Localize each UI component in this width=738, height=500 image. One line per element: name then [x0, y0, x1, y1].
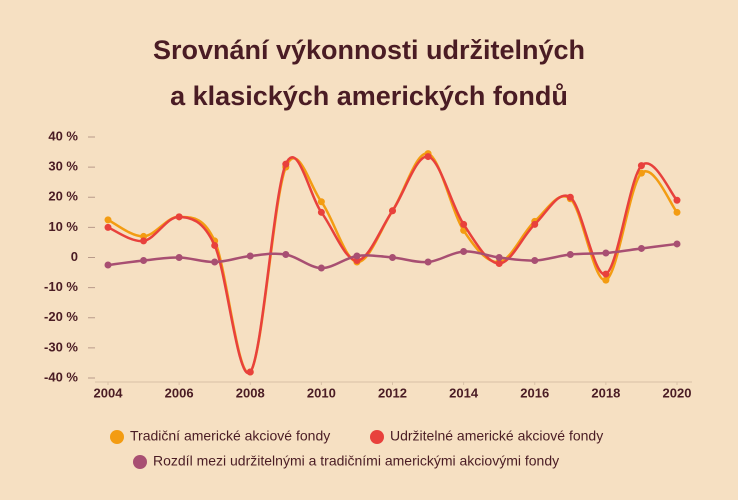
data-point	[637, 244, 645, 252]
data-point	[602, 276, 610, 284]
data-point	[389, 207, 396, 215]
data-point	[211, 241, 219, 249]
y-tick-label: 20 %	[48, 189, 78, 204]
y-tick-label: -20 %	[44, 309, 78, 324]
data-point	[673, 240, 681, 248]
data-point	[175, 213, 183, 221]
data-point	[211, 258, 219, 266]
chart-title: a klasických amerických fondů	[170, 81, 568, 111]
y-tick-label: 30 %	[48, 159, 78, 174]
data-point	[317, 198, 325, 206]
chart-title: Srovnání výkonnosti udržitelných	[153, 35, 585, 65]
legend-marker	[133, 455, 147, 469]
data-point	[424, 153, 432, 161]
x-tick-label: 2008	[236, 385, 265, 400]
data-point	[424, 258, 432, 266]
data-point	[495, 260, 503, 268]
y-tick-label: 0	[71, 249, 78, 264]
x-tick-label: 2010	[307, 385, 336, 400]
data-point	[104, 261, 112, 269]
x-tick-label: 2018	[591, 385, 620, 400]
data-point	[104, 223, 112, 231]
x-tick-label: 2020	[663, 385, 692, 400]
data-point	[602, 270, 610, 278]
data-point	[246, 368, 254, 376]
x-tick-label: 2014	[449, 385, 479, 400]
data-point	[282, 250, 290, 258]
data-point	[566, 250, 574, 258]
data-point	[673, 208, 681, 216]
data-point	[282, 160, 290, 168]
data-point	[495, 254, 503, 261]
y-tick-label: 10 %	[48, 219, 78, 234]
data-point	[531, 257, 539, 265]
legend-label: Udržitelné americké akciové fondy	[390, 428, 603, 444]
data-point	[460, 247, 468, 255]
legend-label: Tradiční americké akciové fondy	[130, 428, 330, 444]
x-tick-label: 2004	[94, 385, 124, 400]
data-point	[531, 220, 539, 228]
x-tick-label: 2016	[520, 385, 549, 400]
y-tick-label: -40 %	[44, 369, 78, 384]
data-point	[246, 252, 254, 260]
x-tick-label: 2012	[378, 385, 407, 400]
data-point	[140, 257, 148, 265]
data-point	[353, 252, 361, 260]
data-point	[602, 249, 610, 257]
data-point	[389, 254, 396, 261]
y-tick-label: 40 %	[48, 128, 78, 143]
data-point	[637, 162, 645, 170]
data-point	[104, 216, 112, 224]
legend-label: Rozdíl mezi udržitelnými a tradičními am…	[153, 453, 559, 469]
legend-marker	[370, 430, 384, 444]
y-tick-label: -10 %	[44, 279, 78, 294]
data-point	[175, 254, 183, 261]
data-point	[637, 169, 645, 177]
data-point	[140, 237, 148, 245]
data-point	[673, 196, 681, 204]
y-tick-label: -30 %	[44, 339, 78, 354]
x-tick-label: 2006	[165, 385, 194, 400]
data-point	[566, 193, 574, 201]
data-point	[317, 208, 325, 216]
data-point	[460, 220, 468, 228]
data-point	[317, 264, 325, 272]
legend-marker	[110, 430, 124, 444]
